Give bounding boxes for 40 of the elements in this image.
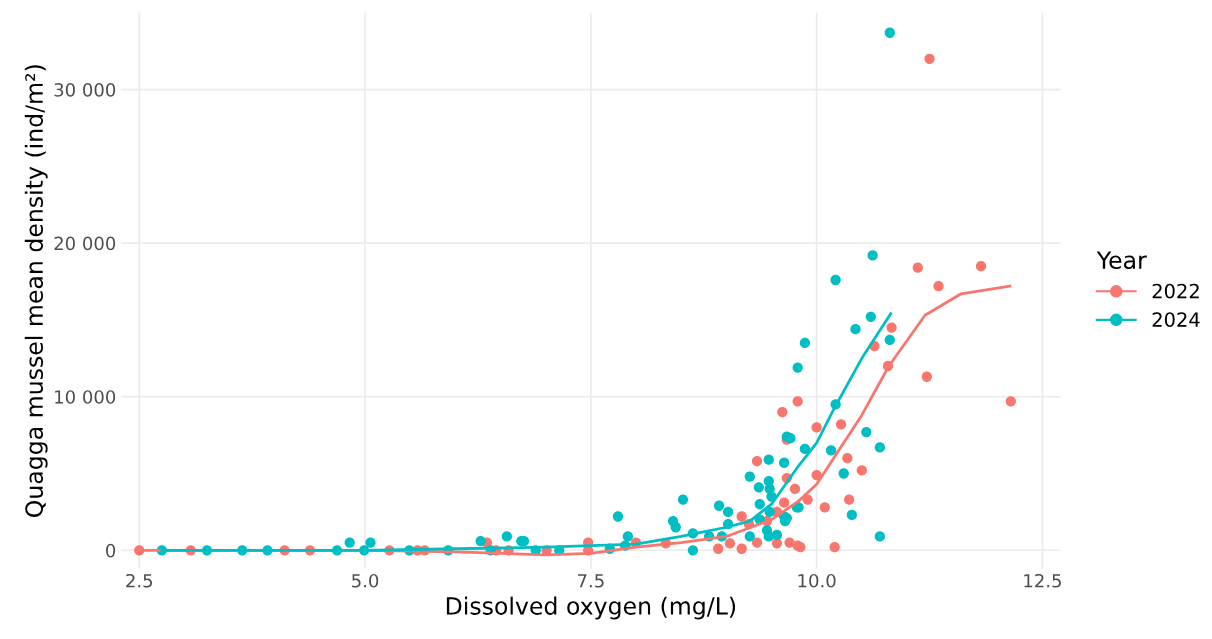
point: [829, 542, 840, 553]
x-tick-label: 2.5: [126, 573, 153, 588]
point: [921, 371, 932, 382]
y-tick-label: 20 000: [54, 236, 116, 251]
point: [792, 396, 803, 407]
point: [924, 53, 935, 64]
point: [835, 419, 847, 430]
legend-title: Year: [1096, 251, 1147, 270]
point: [886, 322, 897, 333]
point: [751, 456, 763, 467]
y-tick-label: 30 000: [54, 83, 116, 97]
point: [1005, 396, 1016, 407]
y-tick-label: 10 000: [55, 390, 116, 404]
x-tick-label: 7.5: [577, 574, 604, 588]
point: [789, 483, 801, 494]
point: [811, 422, 822, 433]
point: [842, 452, 853, 464]
point: [777, 406, 788, 418]
legend-label: 2022: [1152, 283, 1199, 299]
point: [778, 497, 790, 508]
x-tick-label: 10.0: [798, 573, 836, 588]
x-tick-label: 5.0: [352, 573, 379, 588]
legend-label: 2024: [1152, 312, 1200, 327]
x-tick-label: 12.5: [1024, 573, 1061, 588]
point: [802, 494, 813, 505]
y-axis-title: Quagga mussel mean density (ind/m²): [24, 65, 48, 517]
point: [819, 502, 830, 513]
y-tick-label: 0: [106, 543, 116, 558]
point: [933, 280, 944, 292]
point: [844, 494, 855, 505]
point: [784, 537, 795, 548]
point: [751, 537, 763, 548]
point: [724, 538, 736, 549]
x-axis-title: Dissolved oxygen (mg/L): [446, 596, 736, 620]
point: [912, 262, 923, 273]
point: [713, 543, 724, 554]
point: [736, 543, 747, 554]
point: [975, 261, 987, 272]
point: [856, 465, 867, 476]
point: [736, 511, 747, 522]
